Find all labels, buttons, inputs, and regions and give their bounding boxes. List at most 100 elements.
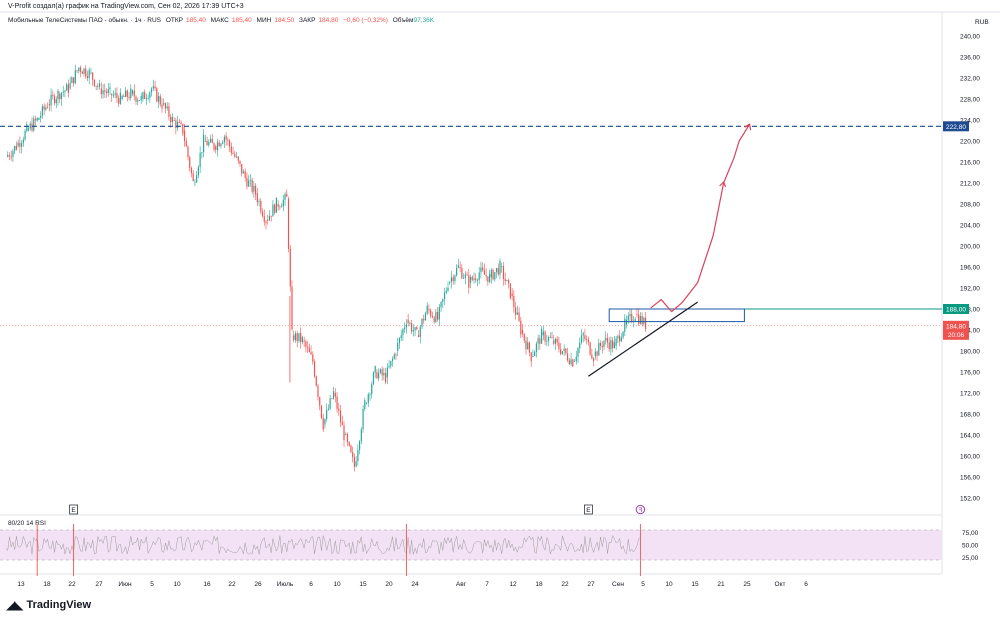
candle-body [527,342,529,350]
candle-body [605,337,607,341]
time-axis[interactable]: 13 18 22 27 Июн 5 10 16 22 26 Июль 6 10 15 20 24 Авг 7 12 1… [17,581,808,588]
candle-body [639,316,641,324]
candle-body [456,267,458,276]
candle-body [376,372,378,379]
candle-body [178,122,180,123]
candle-body [402,329,404,336]
candle-body [17,142,19,147]
time-tick: 18 [535,581,543,588]
candle-body [157,96,160,102]
candle-body [428,309,430,311]
candle-body [171,116,173,123]
candle-body [322,418,324,430]
candle-body [624,318,626,332]
candle-body [468,275,470,288]
candle-body [508,280,510,284]
candle-body [551,337,553,338]
candle-body [85,68,87,76]
candle-body [625,319,628,325]
candle-body [317,385,319,398]
resistance-label: 188,00 [946,307,966,314]
tradingview-brand[interactable]: ◢◣ TradingView [6,598,91,612]
price-tick: 192,00 [960,286,980,293]
price-tick: 220,00 [960,139,980,146]
candle-body [542,331,544,336]
candle-body [50,94,52,106]
projection-arrow [650,123,751,313]
candle-body [116,93,118,98]
candle-body [213,143,215,150]
candle-body [151,88,153,93]
candle-body [466,274,468,276]
candle-body [391,358,394,361]
candle-body [483,270,485,275]
candle-body [166,106,168,109]
symbol-name[interactable]: Мобильные ТелеСистемы ПАО - обыкн. · 1ч … [8,17,161,24]
candle-body [449,282,451,283]
symbol-legend: Мобильные ТелеСистемы ПАО - обыкн. · 1ч … [8,17,437,24]
candle-body [249,179,251,181]
candle-body [14,146,16,151]
candle-body [400,335,402,339]
candle-body [107,89,109,94]
candle-body [121,95,123,99]
time-tick: 25 [743,581,751,588]
candle-body [438,307,440,320]
candle-body [263,216,265,222]
candle-body [567,353,569,361]
candle-body [532,355,534,357]
current-price-label: 184,80 [946,323,966,330]
time-tick: 22 [228,581,236,588]
candle-body [220,143,222,147]
candle-body [577,348,579,357]
candle-body [431,315,433,318]
candle-body [364,400,366,409]
price-tick: 152,00 [960,496,980,503]
candle-body [535,343,537,352]
time-tick: 26 [254,581,262,588]
candle-body [241,164,243,174]
candle-body [173,120,175,121]
candle-body [90,72,92,74]
candle-body [497,268,499,275]
candle-body [357,450,359,462]
candle-body [305,341,307,347]
candle-body [45,107,47,110]
candle-body [558,342,560,350]
candle-body [248,180,250,187]
earnings-marker [69,504,78,515]
price-tick: 216,00 [960,160,980,167]
candle-body [159,96,161,105]
candle-body [333,391,335,399]
rsi-line [5,534,641,555]
candle-body [572,359,574,367]
time-tick: 22 [68,581,76,588]
candle-body [190,167,193,174]
rsi-label: 80/20 14 RSI [8,520,46,527]
candle-body [643,317,645,325]
candle-body [447,287,449,291]
candle-body [66,84,68,91]
price-tick: 208,00 [960,202,980,209]
candle-body [79,67,82,72]
candle-body [339,410,342,423]
candle-body [421,318,423,327]
candle-body [419,326,421,337]
candle-body [92,72,94,80]
candle-body [203,134,205,153]
candle-body [289,248,291,287]
candle-body [256,193,258,203]
price-tick: 240,00 [960,34,980,41]
rsi-pane[interactable]: 80/20 14 RSI 75,00 50,00 25,00 [0,520,979,576]
time-tick: Июн [118,581,132,588]
price-axis[interactable]: 240,00 236,00 232,00 228,00 224,00 220,00 216,… [960,34,980,503]
candle-body [258,201,260,203]
candle-body [409,323,411,325]
candle-body [509,283,511,299]
open-label: ОТКР [165,17,183,24]
currency-label: RUB [975,19,989,26]
time-tick: 6 [804,581,808,588]
candle-body [272,204,274,217]
candle-body [29,123,31,129]
